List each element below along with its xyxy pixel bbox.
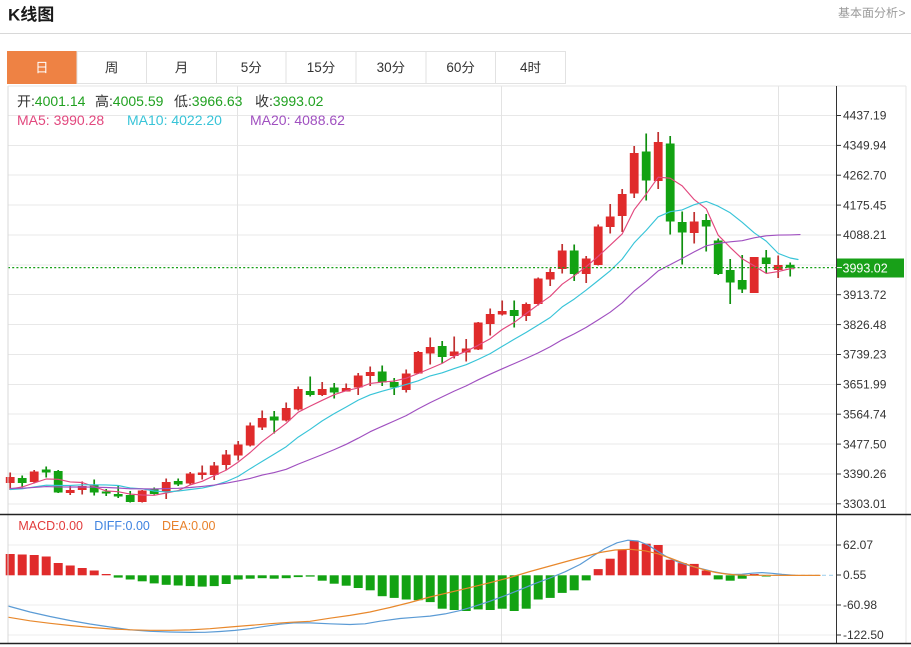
svg-text:3993.02: 3993.02 [273, 93, 324, 109]
svg-text:3477.50: 3477.50 [843, 437, 887, 451]
svg-text:DEA:0.00: DEA:0.00 [162, 519, 216, 533]
svg-text:3390.26: 3390.26 [843, 467, 887, 481]
svg-text:3739.23: 3739.23 [843, 348, 887, 362]
svg-text:3564.74: 3564.74 [843, 407, 887, 421]
svg-text:4349.94: 4349.94 [843, 139, 887, 153]
svg-text:DIFF:0.00: DIFF:0.00 [94, 519, 150, 533]
svg-text:MA20: 4088.62: MA20: 4088.62 [250, 112, 345, 128]
svg-text:62.07: 62.07 [843, 538, 873, 552]
svg-text:3966.63: 3966.63 [192, 93, 243, 109]
svg-text:3303.01: 3303.01 [843, 497, 887, 511]
svg-text:0.55: 0.55 [843, 568, 867, 582]
svg-text:4001.14: 4001.14 [35, 93, 86, 109]
svg-text:4005.59: 4005.59 [113, 93, 164, 109]
svg-text:4088.21: 4088.21 [843, 228, 887, 242]
svg-text:3913.72: 3913.72 [843, 288, 887, 302]
svg-text::: : [269, 93, 273, 109]
svg-text:>: > [899, 6, 906, 20]
svg-text:K: K [8, 5, 21, 24]
svg-text:MACD:0.00: MACD:0.00 [18, 519, 83, 533]
svg-text:15: 15 [307, 60, 322, 75]
svg-text:MA10: 4022.20: MA10: 4022.20 [127, 112, 222, 128]
svg-text:3826.48: 3826.48 [843, 318, 887, 332]
svg-text:-122.50: -122.50 [843, 628, 884, 642]
svg-text::: : [109, 93, 113, 109]
svg-text:4437.19: 4437.19 [843, 109, 887, 123]
svg-text:MA5: 3990.28: MA5: 3990.28 [17, 112, 104, 128]
svg-text:4: 4 [520, 60, 528, 75]
svg-text:3993.02: 3993.02 [843, 261, 888, 275]
svg-text:4175.45: 4175.45 [843, 198, 887, 212]
svg-text:5: 5 [241, 60, 249, 75]
svg-text::: : [31, 93, 35, 109]
svg-text:-60.98: -60.98 [843, 598, 877, 612]
svg-text:30: 30 [377, 60, 392, 75]
svg-text:60: 60 [446, 60, 461, 75]
svg-text:4262.70: 4262.70 [843, 168, 887, 182]
svg-text:3651.99: 3651.99 [843, 378, 887, 392]
svg-text::: : [188, 93, 192, 109]
